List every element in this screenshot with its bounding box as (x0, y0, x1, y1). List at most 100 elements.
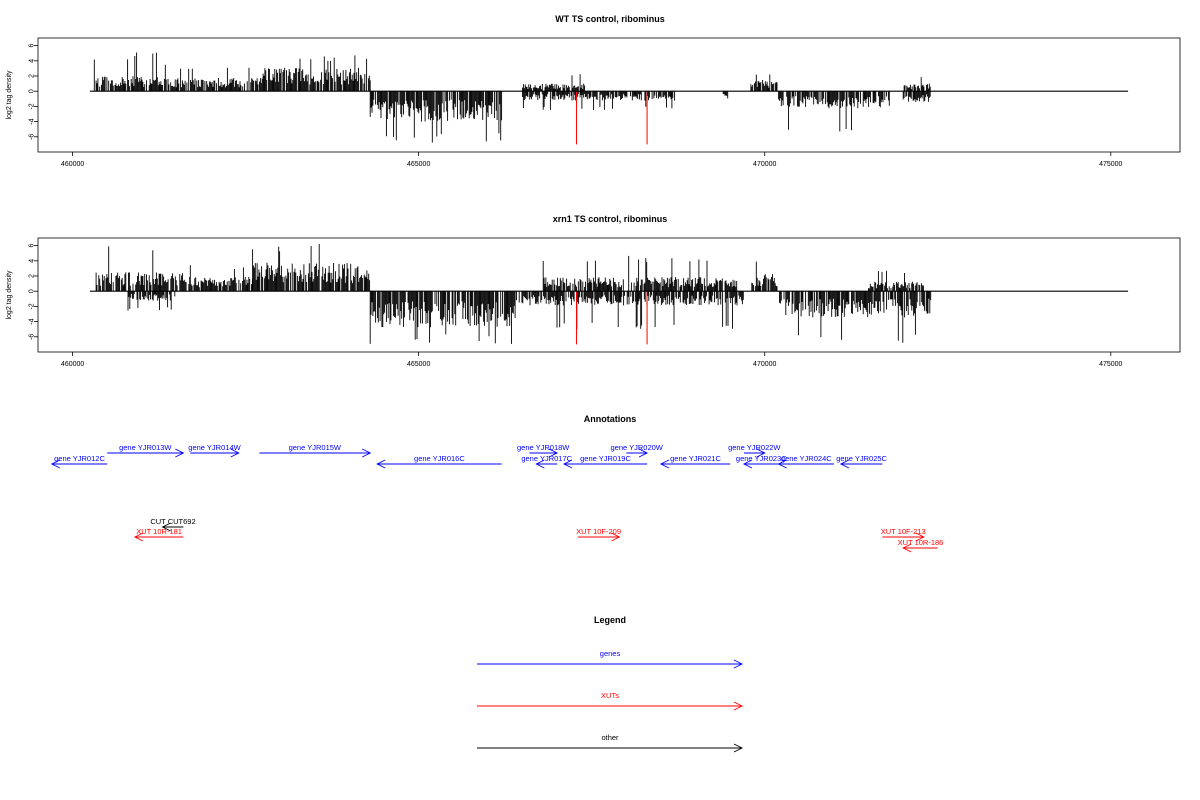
wt-y-axis-label: log2 tag density (6, 70, 13, 120)
wt-plot-frame (37, 37, 1181, 153)
other-label: CUT CUT692 (150, 517, 195, 526)
wt-axes: -6 -4 -2 0 2 4 6 460000 465000 470000 475000 (29, 44, 1129, 168)
gene-label: gene YJR022W (728, 443, 781, 452)
x-tick-label: 475000 (1099, 161, 1122, 168)
xut-label: XUT 10F-209 (576, 527, 621, 536)
gene-feature: gene YJR023C (736, 454, 787, 469)
xrn1-bars (95, 244, 932, 345)
gene-arrow-head (839, 459, 850, 469)
y-tick-label: -6 (29, 334, 36, 340)
gene-feature: gene YJR022W (728, 443, 781, 458)
y-tick-label: 2 (29, 274, 36, 278)
gene-label: gene YJR014W (188, 443, 241, 452)
legend-label: other (601, 733, 619, 742)
xut-arrow-head (133, 532, 144, 542)
xut-arrow-head (915, 532, 925, 542)
gene-feature: gene YJR020W (610, 443, 664, 458)
xrn1-axes: -6 -4 -2 0 2 4 6 460000 465000 470000 475000 (29, 244, 1129, 368)
xrn1-plot-frame (37, 237, 1181, 353)
gene-arrow-head (742, 459, 753, 469)
y-tick-label: 0 (29, 89, 36, 93)
gene-arrow-head (638, 448, 649, 458)
gene-feature: gene YJR015W (259, 443, 372, 458)
gene-feature: gene YJR019C (563, 454, 648, 469)
y-tick-label: 2 (29, 74, 36, 78)
xrn1-track-panel: xrn1 TS control, ribominus log2 tag dens… (6, 214, 1181, 368)
gene-arrow-head (50, 459, 61, 469)
xut-feature: XUT 10R-186 (898, 538, 944, 553)
y-tick-label: -6 (29, 134, 36, 140)
gene-label: gene YJR016C (414, 454, 465, 463)
gene-label: gene YJR021C (670, 454, 721, 463)
gene-label: gene YJR012C (54, 454, 105, 463)
y-tick-label: 0 (29, 289, 36, 293)
gene-arrow-head (777, 459, 787, 469)
gene-label: gene YJR015W (289, 443, 342, 452)
gene-arrow-head (362, 448, 372, 458)
gene-arrow-head (535, 459, 545, 469)
x-tick-label: 475000 (1099, 361, 1122, 368)
xut-label: XUT 10F-213 (881, 527, 926, 536)
gene-label: gene YJR025C (836, 454, 887, 463)
y-tick-label: 6 (29, 244, 36, 248)
legend-label: XUTs (601, 691, 619, 700)
legend-item: other (477, 733, 744, 753)
legend-arrow-head (733, 659, 744, 669)
gene-arrow-head (230, 448, 240, 458)
wt-bars (93, 52, 931, 145)
gene-arrow-head (376, 459, 386, 469)
legend-label: genes (600, 649, 621, 658)
y-tick-label: -2 (29, 303, 36, 309)
gene-feature: gene YJR014W (188, 443, 242, 458)
y-tick-label: 4 (29, 259, 36, 263)
xut-label: XUT 10R-181 (136, 527, 182, 536)
legend-panel: Legend genes XUTs other (477, 615, 744, 753)
x-tick-label: 460000 (61, 161, 84, 168)
xrn1-track-title: xrn1 TS control, ribominus (553, 214, 668, 224)
x-tick-label: 470000 (753, 361, 776, 368)
gene-label: gene YJR019C (580, 454, 631, 463)
gene-label: gene YJR018W (517, 443, 570, 452)
legend-item: genes (477, 649, 744, 669)
gene-feature: gene YJR021C (659, 454, 731, 469)
y-tick-label: -4 (29, 318, 36, 324)
gene-feature: gene YJR025C (836, 454, 888, 469)
xut-feature: XUT 10F-213 (881, 527, 926, 542)
annotations-title: Annotations (584, 414, 637, 424)
other-feature: CUT CUT692 (150, 517, 196, 532)
gene-feature: gene YJR013W (107, 443, 185, 458)
gene-feature: gene YJR017C (521, 454, 573, 469)
gene-arrow-head (563, 459, 573, 469)
gene-label: gene YJR024C (781, 454, 832, 463)
y-tick-label: 4 (29, 59, 36, 63)
gene-arrow-head (548, 448, 559, 458)
legend-arrow-head (733, 743, 744, 753)
x-tick-label: 460000 (61, 361, 84, 368)
other-arrow-head (161, 522, 171, 532)
gene-feature: gene YJR018W (517, 443, 570, 458)
xut-arrow-head (611, 532, 621, 542)
gene-feature: gene YJR016C (376, 454, 502, 469)
gene-feature: gene YJR012C (50, 454, 108, 469)
x-tick-label: 465000 (407, 361, 430, 368)
xut-label: XUT 10R-186 (898, 538, 944, 547)
annotation-features: gene YJR012C gene YJR013W gene YJR014W gene… (50, 443, 944, 553)
xrn1-y-axis-label: log2 tag density (6, 270, 13, 320)
legend-title: Legend (594, 615, 626, 625)
gene-label: gene YJR013W (119, 443, 172, 452)
x-tick-label: 470000 (753, 161, 776, 168)
gene-label: gene YJR023C (736, 454, 787, 463)
x-tick-label: 465000 (407, 161, 430, 168)
gene-label: gene YJR020W (610, 443, 663, 452)
legend-arrow-head (733, 701, 744, 711)
y-tick-label: 6 (29, 44, 36, 48)
gene-arrow-head (659, 459, 670, 469)
xut-feature: XUT 10R-181 (133, 527, 184, 542)
wt-track-title: WT TS control, ribominus (555, 14, 665, 24)
legend-item: XUTs (477, 691, 744, 711)
gene-arrow-head (756, 448, 766, 458)
y-tick-label: -4 (29, 118, 36, 124)
gene-feature: gene YJR024C (777, 454, 834, 469)
